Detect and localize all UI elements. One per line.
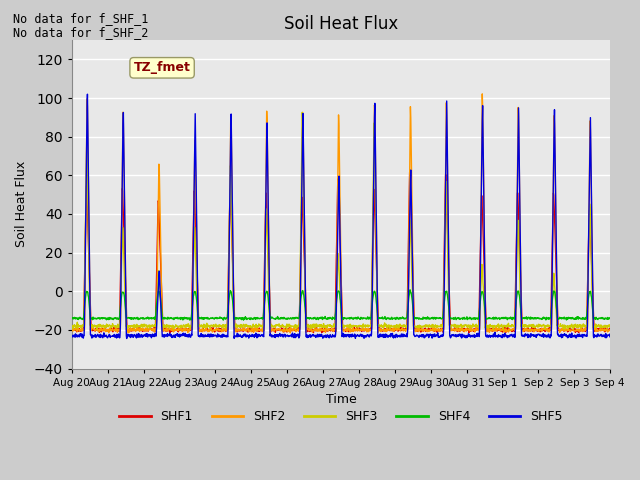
SHF2	[607, 327, 614, 333]
SHF5	[175, 331, 183, 337]
SHF4	[239, 317, 247, 323]
SHF1	[425, 326, 433, 332]
SHF4	[248, 316, 256, 322]
SHF3	[543, 323, 550, 329]
SHF1	[607, 326, 614, 332]
SHF5	[188, 321, 196, 326]
SHF5	[425, 332, 433, 338]
SHF4	[175, 315, 182, 321]
SHF1	[495, 327, 503, 333]
SHF2	[495, 326, 503, 332]
SHF2	[543, 328, 551, 334]
SHF1	[175, 327, 182, 333]
SHF2	[68, 326, 76, 332]
SHF4	[495, 316, 503, 322]
SHF1	[543, 326, 551, 332]
SHF3	[561, 326, 569, 332]
Title: Soil Heat Flux: Soil Heat Flux	[284, 15, 398, 33]
Legend: SHF1, SHF2, SHF3, SHF4, SHF5: SHF1, SHF2, SHF3, SHF4, SHF5	[115, 405, 568, 428]
SHF2	[188, 325, 195, 331]
SHF1	[68, 326, 76, 332]
SHF4	[425, 315, 433, 321]
SHF4	[607, 315, 614, 321]
X-axis label: Time: Time	[326, 393, 356, 406]
Line: SHF3: SHF3	[72, 112, 611, 329]
SHF4	[406, 287, 414, 293]
SHF2	[425, 327, 433, 333]
SHF1	[248, 329, 256, 335]
Line: SHF1: SHF1	[72, 172, 611, 333]
SHF1	[166, 330, 173, 336]
SHF3	[607, 324, 614, 329]
SHF1	[188, 301, 196, 307]
SHF5	[543, 334, 551, 340]
SHF3	[298, 109, 306, 115]
SHF5	[248, 332, 256, 337]
Line: SHF5: SHF5	[72, 94, 611, 338]
SHF3	[248, 325, 255, 331]
SHF4	[188, 313, 195, 319]
Line: SHF2: SHF2	[72, 94, 611, 333]
SHF3	[425, 324, 433, 330]
Line: SHF4: SHF4	[72, 290, 611, 320]
SHF5	[84, 91, 92, 97]
SHF3	[175, 325, 182, 331]
SHF4	[68, 315, 76, 321]
SHF4	[543, 316, 551, 322]
SHF3	[68, 325, 76, 331]
SHF2	[287, 330, 294, 336]
SHF5	[607, 334, 614, 340]
SHF5	[123, 336, 131, 341]
SHF1	[406, 169, 413, 175]
SHF3	[495, 325, 503, 331]
SHF3	[188, 323, 195, 329]
Y-axis label: Soil Heat Flux: Soil Heat Flux	[15, 161, 28, 248]
Text: No data for f_SHF_1: No data for f_SHF_1	[13, 12, 148, 25]
SHF5	[68, 333, 76, 338]
SHF2	[175, 326, 182, 332]
Text: TZ_fmet: TZ_fmet	[134, 61, 191, 74]
SHF5	[495, 333, 503, 339]
Text: No data for f_SHF_2: No data for f_SHF_2	[13, 26, 148, 39]
SHF2	[248, 326, 255, 332]
SHF2	[479, 91, 486, 97]
